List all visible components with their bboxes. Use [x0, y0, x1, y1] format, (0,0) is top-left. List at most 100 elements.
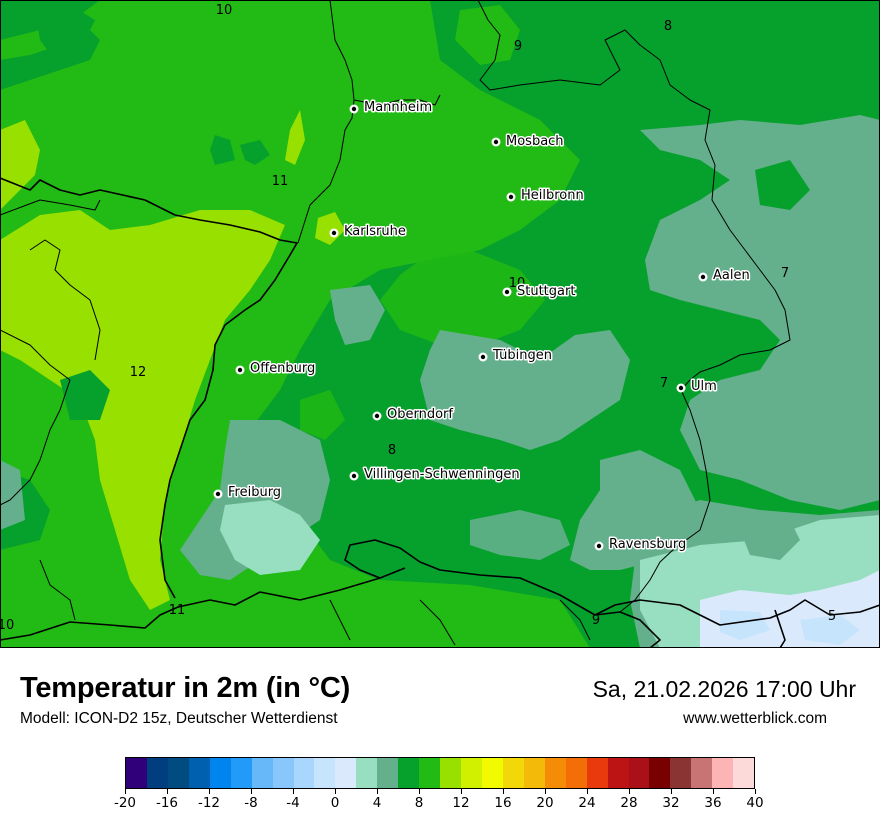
svg-text:12: 12	[130, 365, 147, 380]
colorbar-segment	[586, 758, 608, 788]
tick-label: 36	[704, 795, 722, 811]
tick-label: 0	[330, 795, 340, 811]
svg-text:Offenburg: Offenburg	[250, 361, 315, 376]
temperature-map[interactable]: 10 9 8 11 10 7 12 7 8 11 10 9 5 Mannheim…	[0, 0, 880, 648]
city-villingen-schwenningen[interactable]: Villingen-Schwenningen	[349, 466, 521, 484]
colorbar-segment	[251, 758, 273, 788]
colorbar-segment	[167, 758, 189, 788]
svg-text:11: 11	[272, 174, 289, 189]
temperature-colorbar	[125, 757, 755, 789]
tick-label: -8	[244, 795, 258, 811]
svg-text:8: 8	[388, 443, 396, 458]
svg-text:Ravensburg: Ravensburg	[609, 537, 686, 552]
contour-labels: 10 9 8 11 10 7 12 7 8 11 10 9 5	[0, 3, 836, 633]
tick-label: 28	[620, 795, 638, 811]
tick-mark	[292, 789, 294, 794]
svg-text:Mannheim: Mannheim	[364, 100, 432, 115]
svg-text:10: 10	[0, 618, 14, 633]
colorbar-ticks: -20 -16 -12 -8 -4 0 4 8 12 16 20 24 28 32 36 40	[114, 789, 764, 819]
svg-text:9: 9	[514, 39, 522, 54]
colorbar-segment	[691, 758, 713, 788]
tick-mark	[418, 789, 420, 794]
svg-text:Stuttgart: Stuttgart	[517, 284, 575, 299]
colorbar-segment	[544, 758, 566, 788]
colorbar-segment	[188, 758, 210, 788]
tick-mark	[334, 789, 336, 794]
tick-mark	[124, 789, 126, 794]
svg-text:5: 5	[828, 609, 836, 624]
city-offenburg[interactable]: Offenburg	[235, 360, 317, 378]
colorbar-segment	[272, 758, 294, 788]
svg-text:11: 11	[169, 603, 186, 618]
colorbar-segment	[314, 758, 336, 788]
colorbar-segment	[146, 758, 168, 788]
tick-label: 40	[746, 795, 764, 811]
website-link[interactable]: www.wetterblick.com	[683, 710, 827, 727]
colorbar-segment	[481, 758, 503, 788]
svg-text:Tübingen: Tübingen	[492, 348, 552, 363]
colorbar-segment	[523, 758, 545, 788]
colorbar-segment	[712, 758, 734, 788]
svg-text:Oberndorf: Oberndorf	[387, 407, 453, 422]
city-mannheim[interactable]: Mannheim	[349, 99, 434, 117]
city-mosbach[interactable]: Mosbach	[491, 133, 565, 151]
model-source: Modell: ICON-D2 15z, Deutscher Wetterdie…	[20, 710, 338, 727]
tick-label: -20	[113, 795, 137, 811]
tick-label: 16	[494, 795, 512, 811]
tick-label: 4	[372, 795, 382, 811]
colorbar-segment	[419, 758, 441, 788]
city-heilbronn[interactable]: Heilbronn	[506, 187, 585, 205]
svg-text:7: 7	[660, 376, 668, 391]
tick-mark	[460, 789, 462, 794]
tick-mark	[712, 789, 714, 794]
tick-label: -12	[197, 795, 221, 811]
tick-mark	[166, 789, 168, 794]
city-stuttgart[interactable]: Stuttgart	[502, 283, 577, 301]
tick-mark	[376, 789, 378, 794]
city-freiburg[interactable]: Freiburg	[213, 484, 283, 502]
colorbar-segment	[377, 758, 399, 788]
tick-label: 20	[536, 795, 554, 811]
svg-text:9: 9	[592, 613, 600, 628]
svg-text:Aalen: Aalen	[713, 268, 750, 283]
colorbar-segment	[335, 758, 357, 788]
tick-label: -4	[286, 795, 300, 811]
colorbar-segment	[230, 758, 252, 788]
svg-text:Freiburg: Freiburg	[228, 485, 281, 500]
city-ulm[interactable]: Ulm	[676, 378, 718, 396]
svg-text:Mosbach: Mosbach	[506, 134, 564, 149]
colorbar-segment	[126, 758, 147, 788]
colorbar-segment	[440, 758, 461, 788]
colorbar-segment	[607, 758, 629, 788]
svg-text:Villingen-Schwenningen: Villingen-Schwenningen	[364, 467, 520, 482]
city-oberndorf[interactable]: Oberndorf	[372, 406, 455, 424]
tick-mark	[754, 789, 756, 794]
forecast-datetime: Sa, 21.02.2026 17:00 Uhr	[592, 676, 856, 702]
tick-label: 32	[662, 795, 680, 811]
svg-text:Karlsruhe: Karlsruhe	[344, 224, 406, 239]
tick-label: -16	[155, 795, 179, 811]
colorbar-segment	[565, 758, 587, 788]
city-ravensburg[interactable]: Ravensburg	[594, 536, 688, 554]
tick-mark	[670, 789, 672, 794]
city-karlsruhe[interactable]: Karlsruhe	[329, 223, 407, 241]
tick-label: 8	[414, 795, 424, 811]
city-aalen[interactable]: Aalen	[698, 267, 751, 285]
colorbar-segment	[356, 758, 378, 788]
colorbar-segment	[502, 758, 524, 788]
map-canvas: 10 9 8 11 10 7 12 7 8 11 10 9 5 Mannheim…	[0, 0, 880, 648]
city-tuebingen[interactable]: Tübingen	[478, 347, 554, 365]
colorbar-segment	[628, 758, 650, 788]
colorbar-segment	[670, 758, 692, 788]
colorbar-segment	[398, 758, 420, 788]
svg-text:8: 8	[664, 19, 672, 34]
tick-mark	[250, 789, 252, 794]
colorbar-segment	[209, 758, 231, 788]
svg-text:Ulm: Ulm	[691, 379, 717, 394]
tick-mark	[544, 789, 546, 794]
city-markers: Mannheim Mosbach Heilbronn Karlsruhe Stu…	[213, 99, 751, 554]
tick-label: 12	[452, 795, 470, 811]
colorbar-segment	[733, 758, 755, 788]
svg-text:Heilbronn: Heilbronn	[521, 188, 584, 203]
tick-mark	[502, 789, 504, 794]
